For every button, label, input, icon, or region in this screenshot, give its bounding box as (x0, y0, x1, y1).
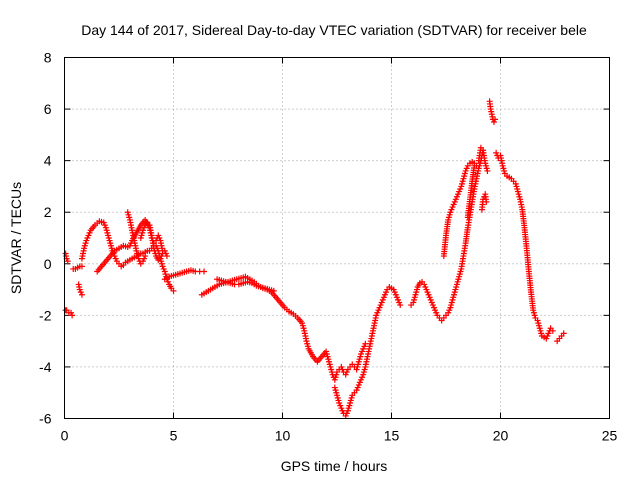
x-tick-label: 15 (384, 428, 400, 444)
data-point (560, 330, 567, 337)
x-tick-label: 20 (493, 428, 509, 444)
series-track-13 (408, 147, 487, 324)
series-track-8 (137, 219, 170, 263)
x-tick-label: 0 (61, 428, 69, 444)
data-point (201, 268, 208, 275)
y-tick-label: -2 (39, 307, 52, 323)
data-point (78, 263, 85, 270)
data-point (549, 327, 556, 334)
plot-frame (64, 57, 610, 419)
data-point (163, 253, 170, 260)
grid-lines (64, 57, 610, 419)
data-point (64, 258, 71, 265)
series-track-17 (478, 191, 490, 213)
y-tick-label: 8 (44, 50, 52, 66)
data-points (62, 98, 567, 419)
series-track-16 (475, 144, 491, 174)
x-tick-label: 25 (602, 428, 618, 444)
series-track-4 (75, 281, 85, 298)
data-point (142, 253, 149, 260)
series-track-3 (70, 263, 85, 272)
x-axis-label: GPS time / hours (281, 458, 388, 474)
series-track-7 (124, 209, 149, 267)
data-point (397, 302, 404, 309)
y-tick-label: 2 (44, 204, 52, 220)
series-track-15 (464, 162, 478, 221)
y-tick-label: -6 (39, 411, 52, 427)
data-point (270, 287, 277, 294)
y-tick-label: 0 (44, 256, 52, 272)
chart-title: Day 144 of 2017, Sidereal Day-to-day VTE… (81, 22, 587, 38)
series-track-10 (198, 273, 369, 383)
y-axis-label: SDTVAR / TECUs (8, 182, 24, 294)
data-point (471, 162, 478, 169)
x-tick-label: 10 (275, 428, 291, 444)
series-track-11 (214, 276, 277, 294)
data-point (484, 167, 491, 174)
y-tick-label: 6 (44, 101, 52, 117)
data-point (69, 312, 76, 319)
series-track-20 (554, 330, 567, 345)
series-track-1 (62, 250, 71, 265)
x-tick-label: 5 (170, 428, 178, 444)
data-point (483, 198, 490, 205)
series-track-19 (493, 149, 556, 342)
y-tick-label: -4 (39, 359, 52, 375)
y-tick-label: 4 (44, 153, 52, 169)
series-track-9 (161, 267, 208, 283)
series-track-12 (331, 283, 404, 419)
data-point (170, 287, 177, 294)
series-track-14 (440, 158, 480, 260)
data-point (492, 116, 499, 123)
data-point (78, 291, 85, 298)
series-track-2 (62, 307, 76, 319)
series-track-18 (486, 98, 499, 125)
